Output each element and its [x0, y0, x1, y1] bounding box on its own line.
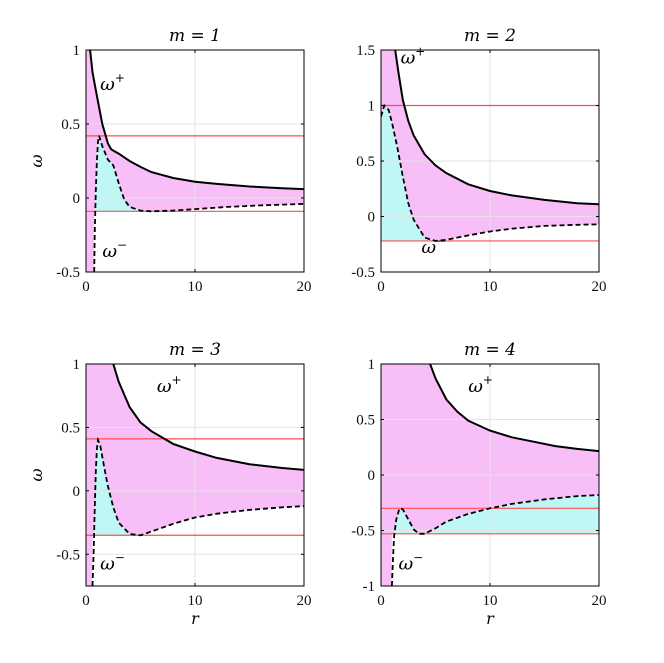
omega-minus-label: ω−: [100, 551, 125, 575]
plot-area: [86, 50, 304, 272]
omega-plus-curve: [89, 50, 304, 191]
omega-plus-label-sup: +: [172, 373, 182, 387]
x-tick-label: 10: [483, 279, 498, 295]
omega-minus-curve: [93, 135, 304, 272]
y-tick-label: 1: [73, 43, 81, 59]
x-tick-label: 10: [188, 279, 203, 295]
y-tick-label: -0.5: [56, 547, 80, 563]
y-tick-label: 0.5: [61, 420, 80, 436]
x-axis-label: r: [191, 609, 200, 628]
y-tick-label: 0: [73, 484, 81, 500]
omega-minus-curve: [381, 103, 599, 242]
grid: [86, 364, 304, 586]
omega-minus-label-sup: −: [413, 550, 423, 564]
y-tick-label: 1: [73, 357, 81, 373]
panel-m-2: 0 10 20-0.500.511.5m = 2ω+ω−: [351, 26, 606, 295]
x-tick-label: 20: [297, 279, 312, 295]
omega-minus-label-sup: −: [115, 551, 125, 565]
x-tick-label: 0: [82, 279, 90, 295]
x-tick-label: 0: [377, 593, 385, 609]
omega-plus-label-main: ω: [401, 47, 416, 68]
omega-plus-label: ω+: [468, 373, 493, 397]
omega-plus-curve: [394, 50, 599, 206]
omega-minus-label-main: ω: [398, 553, 413, 574]
plot-area: [86, 364, 304, 586]
grid: [86, 50, 304, 272]
panel-m-1: 0 10 20-0.500.51m = 1ωω+ω−: [27, 26, 312, 295]
omega-plus-label-sup: +: [415, 44, 425, 58]
omega-band-fill: [381, 50, 599, 241]
y-tick-label: -0.5: [351, 524, 375, 540]
x-tick-label: 10: [483, 593, 498, 609]
omega-plus-label: ω+: [401, 44, 426, 68]
omega-plus-label-main: ω: [468, 376, 483, 397]
x-tick-label: 20: [297, 593, 312, 609]
omega-minus-label: ω−: [398, 550, 423, 574]
x-tick-label: 0: [82, 593, 90, 609]
x-tick-label: 20: [592, 593, 607, 609]
y-axis-label: ω: [27, 468, 46, 481]
y-tick-label: -0.5: [351, 265, 375, 281]
panel-title: m = 1: [169, 26, 221, 46]
omega-minus-label-main: ω: [102, 241, 117, 262]
omega-plus-label-main: ω: [100, 74, 115, 95]
y-tick-label: 0.5: [356, 154, 375, 170]
panel-title: m = 2: [464, 26, 516, 46]
y-tick-label: 0: [368, 468, 376, 484]
omega-plus-label: ω+: [100, 71, 125, 95]
plot-area: [381, 50, 599, 272]
panel-m-4: 0 10 20-1-0.500.51m = 4rω+ω−: [351, 340, 606, 628]
omega-minus-label-main: ω: [100, 554, 115, 575]
y-tick-label: 1.5: [356, 43, 375, 59]
omega-minus-label: ω−: [421, 234, 446, 258]
potential-well-fill: [381, 105, 436, 241]
y-tick-label: 0.5: [61, 117, 80, 133]
y-tick-label: 0: [73, 191, 81, 207]
omega-plus-label-sup: +: [483, 373, 493, 387]
y-tick-label: -1: [363, 579, 376, 595]
omega-plus-curve: [429, 364, 599, 453]
plot-area: [381, 364, 599, 586]
omega-plus-label-main: ω: [157, 376, 172, 397]
x-tick-label: 0: [377, 279, 385, 295]
y-tick-label: 1: [368, 99, 376, 115]
grid: [381, 364, 599, 586]
panel-title: m = 4: [464, 340, 516, 360]
potential-well-fill: [92, 440, 130, 536]
omega-plus-label: ω+: [157, 373, 182, 397]
omega-minus-label-main: ω: [421, 237, 436, 258]
x-axis-label: r: [486, 609, 495, 628]
panel-title: m = 3: [169, 340, 221, 360]
omega-minus-curve: [391, 494, 599, 586]
omega-minus-label: ω−: [102, 238, 127, 262]
omega-plus-curve: [112, 364, 304, 471]
y-tick-label: 0: [368, 210, 376, 226]
omega-minus-label-sup: −: [436, 234, 446, 248]
x-tick-label: 10: [188, 593, 203, 609]
omega-minus-label-sup: −: [117, 238, 127, 252]
y-tick-label: -0.5: [56, 265, 80, 281]
omega-plus-label-sup: +: [115, 71, 125, 85]
y-tick-label: 0.5: [356, 413, 375, 429]
x-tick-label: 20: [592, 279, 607, 295]
y-tick-label: 1: [368, 357, 376, 373]
y-axis-label: ω: [27, 154, 46, 167]
